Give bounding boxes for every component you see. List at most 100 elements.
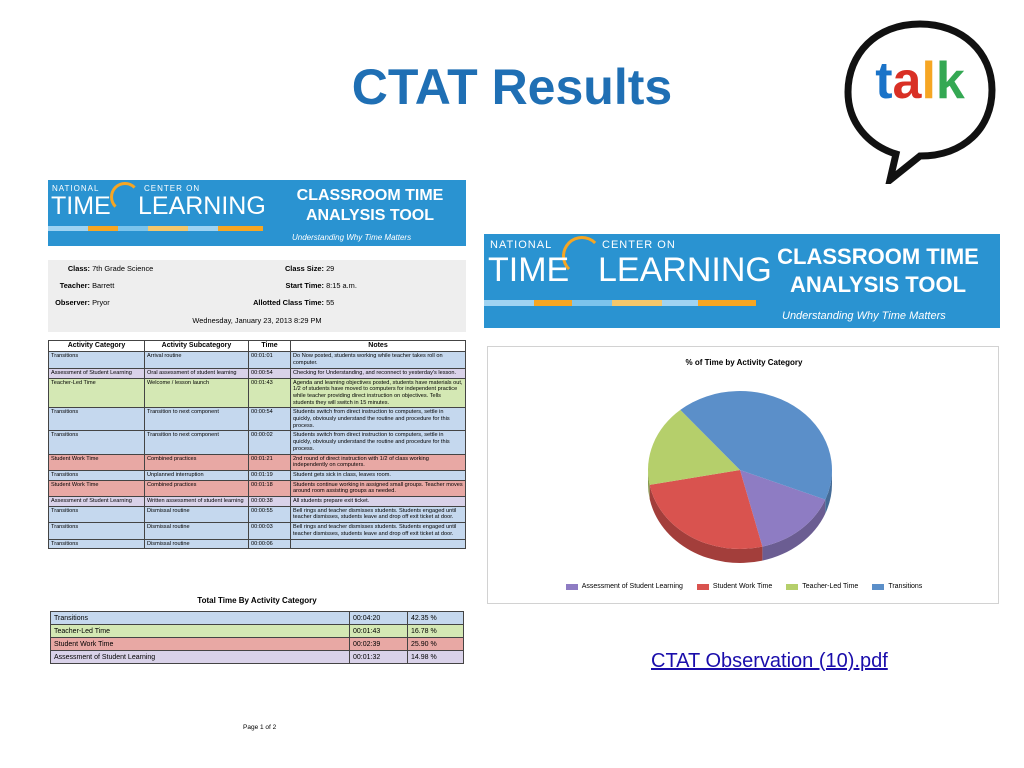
activity-subcategory-cell: Combined practices <box>144 479 249 498</box>
activity-notes-cell: Agenda and learning objectives posted, s… <box>290 377 466 409</box>
legend-swatch <box>696 583 709 590</box>
logo-letter: l <box>921 52 935 110</box>
activity-time-cell: 00:01:01 <box>248 351 291 369</box>
activity-time-cell: 00:00:03 <box>248 522 291 540</box>
activity-table: Activity Category Activity Subcategory T… <box>48 339 466 550</box>
activity-row: Transitions Dismissal routine 00:00:06 <box>48 538 466 550</box>
banner-national: NATIONAL <box>490 239 553 251</box>
activity-notes-cell: Student gets sick in class, leaves room. <box>290 469 466 481</box>
legend-item: Transitions <box>872 583 922 590</box>
pie-slice-side <box>762 499 826 561</box>
banner-tool-line1: CLASSROOM TIME <box>777 244 979 269</box>
activity-subcategory-cell: Oral assessment of student learning <box>144 367 249 379</box>
activity-time-cell: 00:01:43 <box>248 377 291 409</box>
activity-category-cell: Transitions <box>48 351 145 369</box>
pie-slice <box>740 470 826 547</box>
allotted-time-value: 55 <box>326 298 335 307</box>
banner-time: TIME <box>488 251 570 289</box>
legend-label: Assessment of Student Learning <box>581 583 683 590</box>
total-time-cell: 00:02:39 <box>349 637 408 651</box>
activity-row: Transitions Dismissal routine 00:00:55 Bell… <box>48 505 466 524</box>
total-category-cell: Transitions <box>50 611 350 625</box>
activity-category-cell: Transitions <box>48 407 145 432</box>
banner-tool-line1: CLASSROOM TIME <box>296 187 444 204</box>
banner-time: TIME <box>51 192 111 220</box>
activity-row: Transitions Unplanned interruption 00:01:1… <box>48 469 466 481</box>
logo-letter: t <box>875 52 892 110</box>
activity-row: Transitions Arrival routine 00:01:01 Do Now… <box>48 351 466 369</box>
talk-bubble-logo: talk <box>844 20 996 184</box>
banner-learning: LEARNING <box>138 192 266 220</box>
banner-national: NATIONAL <box>52 184 100 193</box>
observer-label: Observer: <box>55 298 90 307</box>
banner-learning: LEARNING <box>598 251 772 289</box>
class-value: 7th Grade Science <box>92 264 154 273</box>
banner-tool-line2: ANALYSIS TOOL <box>305 207 435 224</box>
activity-notes-cell: Students switch from direct instruction … <box>290 407 466 432</box>
activity-category-cell: Student Work Time <box>48 453 145 471</box>
activity-subcategory-cell: Dismissal routine <box>144 538 249 550</box>
page-number: Page 1 of 2 <box>243 724 277 731</box>
pdf-link[interactable]: CTAT Observation (10).pdf <box>651 650 888 672</box>
activity-category-cell: Transitions <box>48 430 145 455</box>
activity-category-cell: Transitions <box>48 505 145 524</box>
activity-category-cell: Transitions <box>48 469 145 481</box>
activity-time-cell: 00:00:55 <box>248 505 291 524</box>
legend-swatch <box>872 583 885 590</box>
banner-swirl <box>110 182 140 212</box>
activity-subcategory-cell: Combined practices <box>144 453 249 471</box>
tool-banner: NATIONAL CENTER ON TIME LEARNING CLASSRO… <box>484 234 1000 328</box>
activity-subcategory-cell: Dismissal routine <box>144 505 249 524</box>
activity-subcategory-cell: Written assessment of student learning <box>144 496 249 507</box>
banner-swirl <box>562 236 602 276</box>
legend-item: Student Work Time <box>696 583 772 590</box>
observer-value: Pryor <box>92 298 110 307</box>
activity-row: Transitions Transition to next component 0… <box>48 407 466 432</box>
activity-row: Student Work Time Combined practices 00:01… <box>48 453 466 471</box>
banner-subtitle: Understanding Why Time Matters <box>292 233 412 242</box>
header-time: Time <box>248 339 291 353</box>
activity-subcategory-cell: Welcome / lesson launch <box>144 377 249 409</box>
activity-row: Assessment of Student Learning Oral asses… <box>48 367 466 379</box>
total-category-cell: Teacher-Led Time <box>50 624 350 638</box>
activity-category-cell: Transitions <box>48 538 145 550</box>
legend-label: Transitions <box>888 583 923 590</box>
activity-notes-cell: All students prepare exit ticket. <box>290 496 466 507</box>
activity-time-cell: 00:01:19 <box>248 469 291 481</box>
pie-slice-side <box>648 470 650 499</box>
chart-title: % of Time by Activity Category <box>685 358 803 367</box>
activity-notes-cell: Bell rings and teacher dismisses student… <box>290 522 466 540</box>
header-notes: Notes <box>290 339 466 353</box>
activity-subcategory-cell: Transition to next component <box>144 430 249 455</box>
banner-center-on: CENTER ON <box>144 184 201 193</box>
activity-category-cell: Student Work Time <box>48 479 145 498</box>
report-banner: NATIONAL CENTER ON TIME LEARNING CLASSRO… <box>48 180 466 246</box>
total-percent-cell: 14.98 % <box>407 650 464 664</box>
slide-title: CTAT Results <box>351 59 673 115</box>
activity-notes-cell: Students continue working in assigned sm… <box>290 479 466 498</box>
activity-time-cell: 00:01:18 <box>248 479 291 498</box>
pie-slice-side <box>825 470 832 514</box>
activity-time-cell: 00:00:54 <box>248 367 291 379</box>
activity-subcategory-cell: Dismissal routine <box>144 522 249 540</box>
class-size-value: 29 <box>326 264 335 273</box>
total-row: Student Work Time 00:02:39 25.90 % <box>50 637 464 651</box>
header-activity-subcategory: Activity Subcategory <box>144 339 249 353</box>
activity-category-cell: Assessment of Student Learning <box>48 367 145 379</box>
total-time-cell: 00:04:20 <box>349 611 408 625</box>
activity-row: Assessment of Student Learning Written as… <box>48 496 466 507</box>
legend-swatch <box>786 583 799 590</box>
header-activity-category: Activity Category <box>48 339 145 353</box>
activity-time-cell: 00:01:21 <box>248 453 291 471</box>
activity-notes-cell <box>290 538 466 550</box>
activity-notes-cell: Bell rings and teacher dismisses student… <box>290 505 466 524</box>
observation-report: NATIONAL CENTER ON TIME LEARNING CLASSRO… <box>48 178 468 738</box>
chart-legend: Assessment of Student Learning Student Wo… <box>488 583 1000 590</box>
activity-row: Teacher-Led Time Welcome / lesson launch 0… <box>48 377 466 409</box>
total-time-title: Total Time By Activity Category <box>197 596 317 605</box>
total-row: Assessment of Student Learning 00:01:32 14… <box>50 650 464 664</box>
activity-category-cell: Transitions <box>48 522 145 540</box>
total-percent-cell: 25.90 % <box>407 637 464 651</box>
banner-stripe <box>48 226 263 231</box>
logo-letter: k <box>936 52 965 110</box>
